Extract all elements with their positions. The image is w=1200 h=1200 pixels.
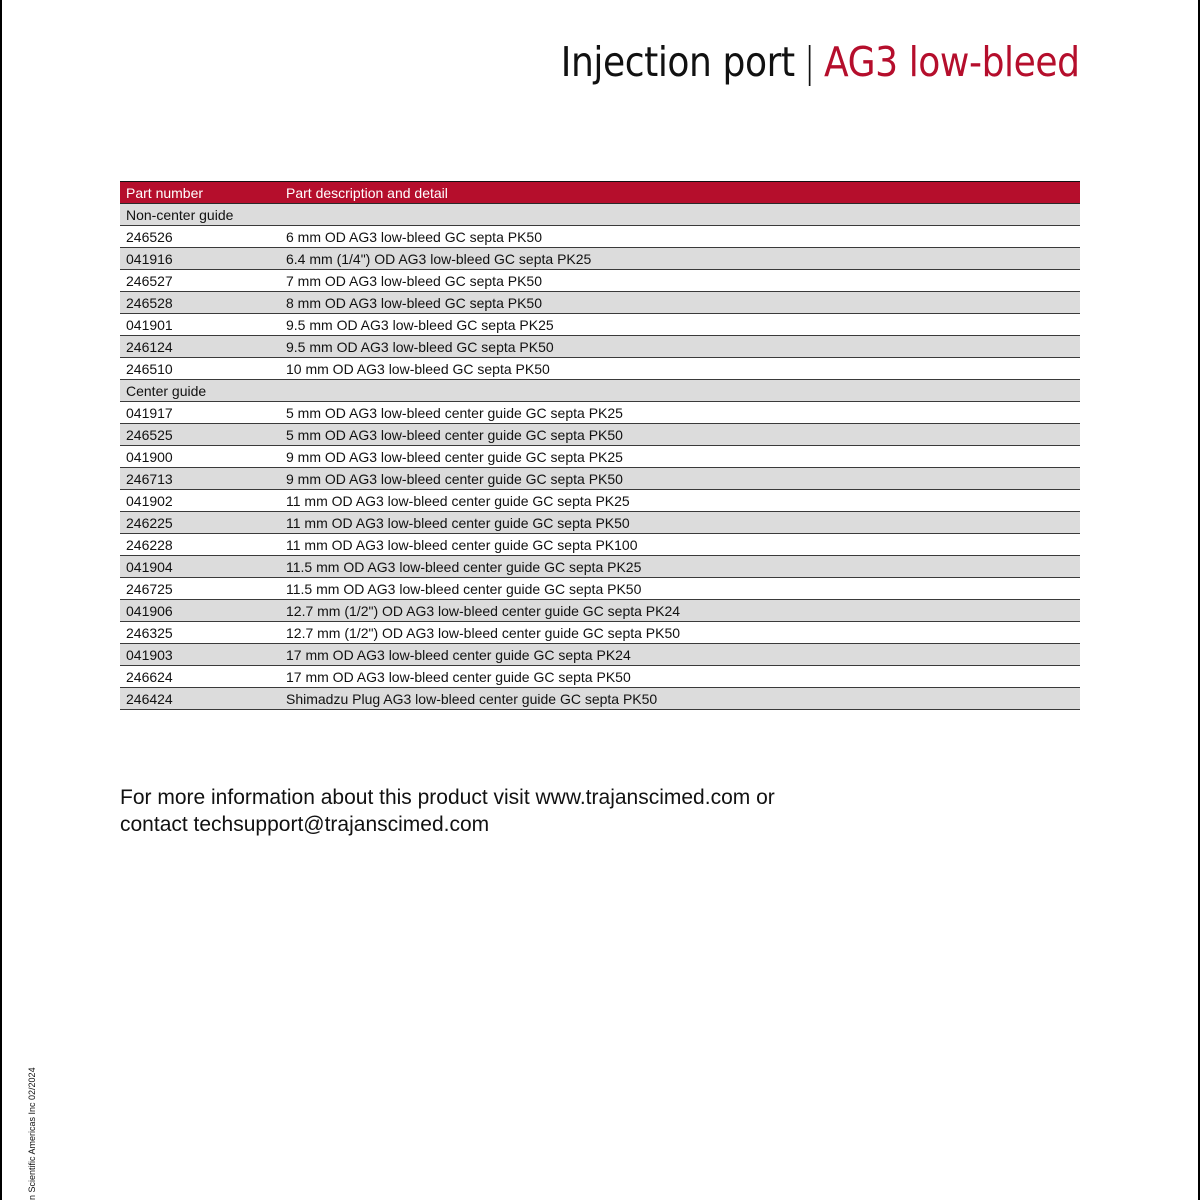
table-row: 041900 9 mm OD AG3 low-bleed center guid… [120,446,1080,468]
part-description: 12.7 mm (1/2") OD AG3 low-bleed center g… [286,624,681,641]
part-description: 6.4 mm (1/4") OD AG3 low-bleed GC septa … [286,250,592,267]
table-row: 041904 11.5 mm OD AG3 low-bleed center g… [120,556,1080,578]
header-part-description: Part description and detail [286,184,448,201]
contact-line-1: For more information about this product … [120,786,775,809]
table-row: 246325 12.7 mm (1/2") OD AG3 low-bleed c… [120,622,1080,644]
part-number: 246713 [126,470,173,487]
table-header-row: Part number Part description and detail [120,181,1080,204]
part-number: 246510 [126,360,173,377]
part-number: 246325 [126,624,173,641]
part-description: 5 mm OD AG3 low-bleed center guide GC se… [286,426,623,443]
table-row: 041903 17 mm OD AG3 low-bleed center gui… [120,644,1080,666]
part-description: 9.5 mm OD AG3 low-bleed GC septa PK25 [286,316,554,333]
part-number: 246624 [126,668,173,685]
section-row-non-center-guide: Non-center guide [120,204,1080,226]
table-row: 246225 11 mm OD AG3 low-bleed center gui… [120,512,1080,534]
part-description: 17 mm OD AG3 low-bleed center guide GC s… [286,668,631,685]
table-row: 246424 Shimadzu Plug AG3 low-bleed cente… [120,688,1080,710]
section-row-center-guide: Center guide [120,380,1080,402]
table-row: 246528 8 mm OD AG3 low-bleed GC septa PK… [120,292,1080,314]
part-number: 041917 [126,404,173,421]
part-description: 10 mm OD AG3 low-bleed GC septa PK50 [286,360,550,377]
part-number: 246424 [126,690,173,707]
part-number: 246527 [126,272,173,289]
table-row: 246526 6 mm OD AG3 low-bleed GC septa PK… [120,226,1080,248]
table-row: 041902 11 mm OD AG3 low-bleed center gui… [120,490,1080,512]
part-number: 041903 [126,646,173,663]
title-accent: AG3 low-bleed [824,38,1080,86]
part-description: 5 mm OD AG3 low-bleed center guide GC se… [286,404,623,421]
part-number: 246528 [126,294,173,311]
part-description: 11.5 mm OD AG3 low-bleed center guide GC… [286,580,642,597]
part-number: 041901 [126,316,173,333]
part-description: 6 mm OD AG3 low-bleed GC septa PK50 [286,228,542,245]
page-title: Injection port | AG3 low-bleed [561,36,1080,88]
table-row: 041906 12.7 mm (1/2") OD AG3 low-bleed c… [120,600,1080,622]
part-description: 11 mm OD AG3 low-bleed center guide GC s… [286,514,630,531]
part-number: 246525 [126,426,173,443]
copyright-note: n Scientific Americas Inc 02/2024 [27,1067,37,1200]
section-label: Non-center guide [126,206,234,223]
part-description: 11 mm OD AG3 low-bleed center guide GC s… [286,492,630,509]
part-number: 041900 [126,448,173,465]
part-number: 041902 [126,492,173,509]
contact-line-2: contact techsupport@trajanscimed.com [120,813,490,836]
table-row: 246624 17 mm OD AG3 low-bleed center gui… [120,666,1080,688]
parts-table: Part number Part description and detail … [120,181,1080,710]
part-description: 9 mm OD AG3 low-bleed center guide GC se… [286,470,623,487]
part-number: 246526 [126,228,173,245]
table-row: 246510 10 mm OD AG3 low-bleed GC septa P… [120,358,1080,380]
page-edge-left [0,0,2,1200]
part-description: 17 mm OD AG3 low-bleed center guide GC s… [286,646,631,663]
part-description: 11 mm OD AG3 low-bleed center guide GC s… [286,536,638,553]
part-number: 246225 [126,514,173,531]
part-description: 12.7 mm (1/2") OD AG3 low-bleed center g… [286,602,681,619]
part-description: 9 mm OD AG3 low-bleed center guide GC se… [286,448,623,465]
part-number: 246725 [126,580,173,597]
table-row: 041917 5 mm OD AG3 low-bleed center guid… [120,402,1080,424]
part-number: 246124 [126,338,173,355]
part-description: 11.5 mm OD AG3 low-bleed center guide GC… [286,558,642,575]
section-label: Center guide [126,382,207,399]
contact-info: For more information about this product … [120,784,880,838]
table-row: 246124 9.5 mm OD AG3 low-bleed GC septa … [120,336,1080,358]
part-description: Shimadzu Plug AG3 low-bleed center guide… [286,690,658,707]
title-main: Injection port [561,38,796,86]
page-edge-right [1198,0,1200,1200]
table-row: 041916 6.4 mm (1/4") OD AG3 low-bleed GC… [120,248,1080,270]
table-row: 246527 7 mm OD AG3 low-bleed GC septa PK… [120,270,1080,292]
part-number: 246228 [126,536,173,553]
title-separator: | [803,38,816,86]
part-description: 7 mm OD AG3 low-bleed GC septa PK50 [286,272,542,289]
part-description: 9.5 mm OD AG3 low-bleed GC septa PK50 [286,338,554,355]
table-row: 041901 9.5 mm OD AG3 low-bleed GC septa … [120,314,1080,336]
part-number: 041906 [126,602,173,619]
part-number: 041904 [126,558,173,575]
table-row: 246525 5 mm OD AG3 low-bleed center guid… [120,424,1080,446]
table-row: 246228 11 mm OD AG3 low-bleed center gui… [120,534,1080,556]
table-row: 246713 9 mm OD AG3 low-bleed center guid… [120,468,1080,490]
part-number: 041916 [126,250,173,267]
header-part-number: Part number [126,184,204,201]
part-description: 8 mm OD AG3 low-bleed GC septa PK50 [286,294,542,311]
table-row: 246725 11.5 mm OD AG3 low-bleed center g… [120,578,1080,600]
